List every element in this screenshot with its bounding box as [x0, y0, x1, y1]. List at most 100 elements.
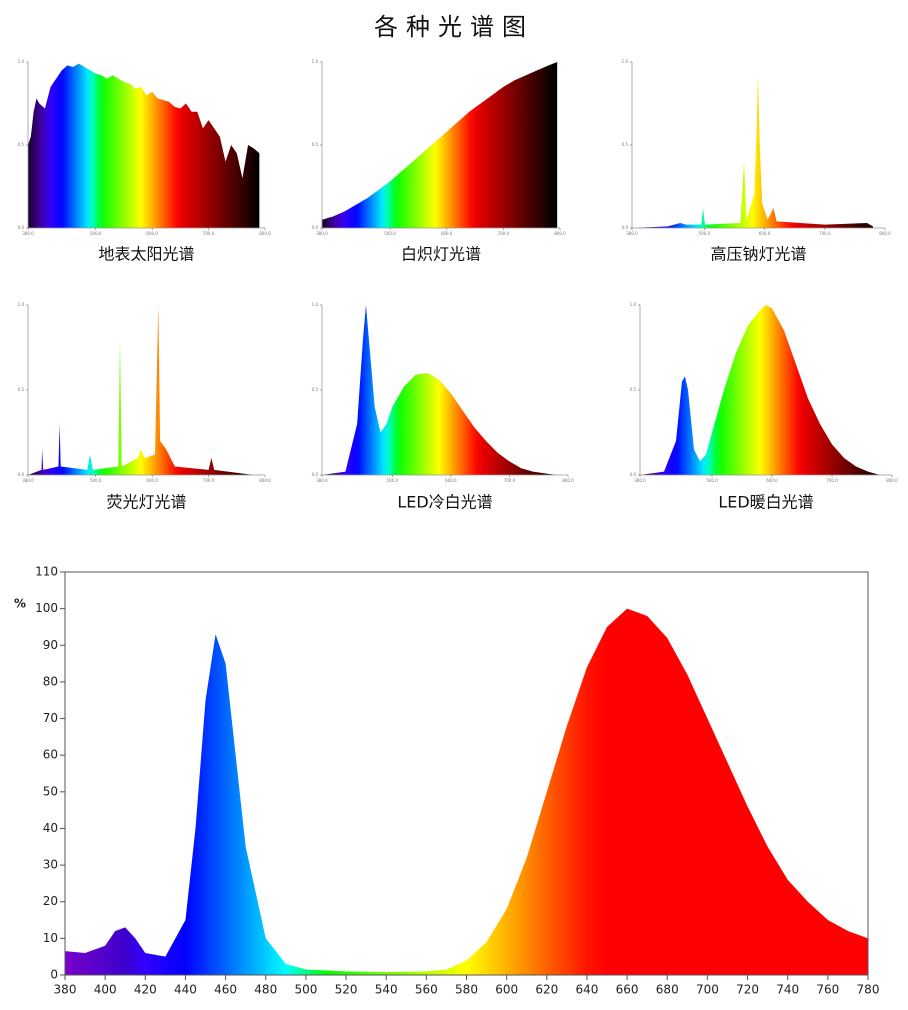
x-tick-label: 480 — [254, 983, 277, 997]
x-tick-label: 500.0 — [384, 231, 396, 236]
y-tick-label: 1.0 — [622, 59, 629, 64]
y-tick-label: 1.0 — [18, 302, 25, 307]
spectrum-area — [65, 608, 868, 975]
x-tick-label: 500 — [294, 983, 317, 997]
chart-caption: 高压钠灯光谱 — [710, 245, 806, 264]
chart: 380 400 420 440 460 480 500 520 540 560 580 600 620 6… — [14, 565, 879, 997]
y-tick-label: 0.0 — [18, 472, 25, 477]
chart-caption: 白炽灯光谱 — [401, 245, 481, 264]
y-tick-label: 110 — [35, 565, 58, 579]
spectrum-area — [632, 75, 873, 228]
x-tick-label: 800.0 — [554, 231, 566, 236]
x-tick-label: 720 — [736, 983, 759, 997]
x-tick-label: 600.0 — [445, 478, 457, 483]
chart: 380.0 500.0 600.0 700.0 800.0 0.0 0.5 1.0 高压钠灯光谱 — [622, 59, 892, 264]
y-tick-label: 30 — [43, 858, 58, 872]
page-title: 各种光谱图 — [374, 13, 534, 41]
chart-caption: LED暖白光谱 — [718, 493, 813, 512]
y-tick-label: 50 — [43, 784, 58, 798]
spectrum-area — [322, 62, 558, 228]
y-tick-label: 90 — [43, 638, 58, 652]
x-tick-label: 740 — [776, 983, 799, 997]
x-tick-label: 800.0 — [886, 478, 898, 483]
x-tick-label: 680 — [656, 983, 679, 997]
spectrum-area — [640, 305, 880, 475]
y-tick-label: 0.5 — [312, 387, 319, 392]
chart: 380.0 500.0 600.0 700.0 800.0 0.0 0.5 1.0 荧光灯光谱 — [18, 302, 272, 512]
x-tick-label: 600.0 — [441, 231, 453, 236]
y-tick-label: 0.5 — [312, 142, 319, 147]
x-tick-label: 780 — [857, 983, 880, 997]
y-tick-label: 20 — [43, 894, 58, 908]
x-tick-label: 700.0 — [819, 231, 831, 236]
x-tick-label: 380 — [54, 983, 77, 997]
y-tick-label: 0.0 — [312, 472, 319, 477]
x-tick-label: 580 — [455, 983, 478, 997]
chart-caption: 地表太阳光谱 — [98, 245, 194, 264]
x-tick-label: 600 — [495, 983, 518, 997]
y-tick-label: 100 — [35, 601, 58, 615]
x-tick-label: 700.0 — [504, 478, 516, 483]
x-tick-label: 660 — [616, 983, 639, 997]
y-tick-label: 10 — [43, 931, 58, 945]
chart: 380.0 500.0 600.0 700.0 800.0 0.0 0.5 1.0 地表太阳光谱 — [18, 59, 272, 264]
x-tick-label: 700.0 — [203, 231, 215, 236]
x-tick-label: 700.0 — [498, 231, 510, 236]
y-tick-label: 0.5 — [622, 142, 629, 147]
x-tick-label: 420 — [134, 983, 157, 997]
x-tick-label: 380.0 — [22, 478, 34, 483]
y-tick-label: 0 — [50, 968, 58, 982]
y-tick-label: 0.0 — [622, 225, 629, 230]
x-tick-label: 600.0 — [146, 478, 158, 483]
chart-caption: LED冷白光谱 — [397, 493, 492, 512]
x-tick-label: 440 — [174, 983, 197, 997]
spectrum-area — [28, 305, 254, 475]
y-tick-label: 1.0 — [312, 59, 319, 64]
x-tick-label: 380.0 — [634, 478, 646, 483]
chart-caption: 荧光灯光谱 — [106, 493, 186, 512]
x-tick-label: 540 — [375, 983, 398, 997]
y-tick-label: 1.0 — [630, 302, 637, 307]
x-tick-label: 500.0 — [387, 478, 399, 483]
y-tick-label: 0.5 — [630, 387, 637, 392]
chart: 380.0 500.0 600.0 700.0 800.0 0.0 0.5 1.0 LED暖白光… — [630, 302, 899, 512]
y-tick-label: 40 — [43, 821, 58, 835]
x-tick-label: 600.0 — [146, 231, 158, 236]
x-tick-label: 600.0 — [759, 231, 771, 236]
x-tick-label: 620 — [535, 983, 558, 997]
x-tick-label: 800.0 — [259, 231, 271, 236]
x-tick-label: 400 — [94, 983, 117, 997]
x-tick-label: 560 — [415, 983, 438, 997]
x-tick-label: 380.0 — [316, 478, 328, 483]
y-tick-label: 0.0 — [312, 225, 319, 230]
y-tick-label: 1.0 — [312, 302, 319, 307]
spectrum-area — [28, 63, 260, 228]
x-tick-label: 640 — [575, 983, 598, 997]
y-tick-label: 80 — [43, 674, 58, 688]
y-tick-label: 70 — [43, 711, 58, 725]
x-tick-label: 800.0 — [259, 478, 271, 483]
y-tick-label: 0.0 — [18, 225, 25, 230]
y-tick-label: 0.5 — [18, 387, 25, 392]
y-tick-label: 0.0 — [630, 472, 637, 477]
y-tick-label: 0.5 — [18, 142, 25, 147]
x-tick-label: 800.0 — [562, 478, 574, 483]
x-tick-label: 700 — [696, 983, 719, 997]
x-tick-label: 600.0 — [766, 478, 778, 483]
x-tick-label: 500.0 — [699, 231, 711, 236]
chart: 380.0 500.0 600.0 700.0 800.0 0.0 0.5 1.0 白炽灯光谱 — [312, 59, 567, 264]
x-tick-label: 380.0 — [22, 231, 34, 236]
x-tick-label: 380.0 — [626, 231, 638, 236]
spectrum-area — [322, 305, 557, 475]
y-tick-label: 1.0 — [18, 59, 25, 64]
x-tick-label: 500.0 — [90, 231, 102, 236]
x-tick-label: 500.0 — [706, 478, 718, 483]
x-tick-label: 760 — [816, 983, 839, 997]
x-tick-label: 380.0 — [316, 231, 328, 236]
x-tick-label: 520 — [335, 983, 358, 997]
x-tick-label: 800.0 — [879, 231, 891, 236]
chart: 380.0 500.0 600.0 700.0 800.0 0.0 0.5 1.0 LED冷白光… — [312, 302, 575, 512]
x-tick-label: 500.0 — [90, 478, 102, 483]
y-tick-label: 60 — [43, 748, 58, 762]
